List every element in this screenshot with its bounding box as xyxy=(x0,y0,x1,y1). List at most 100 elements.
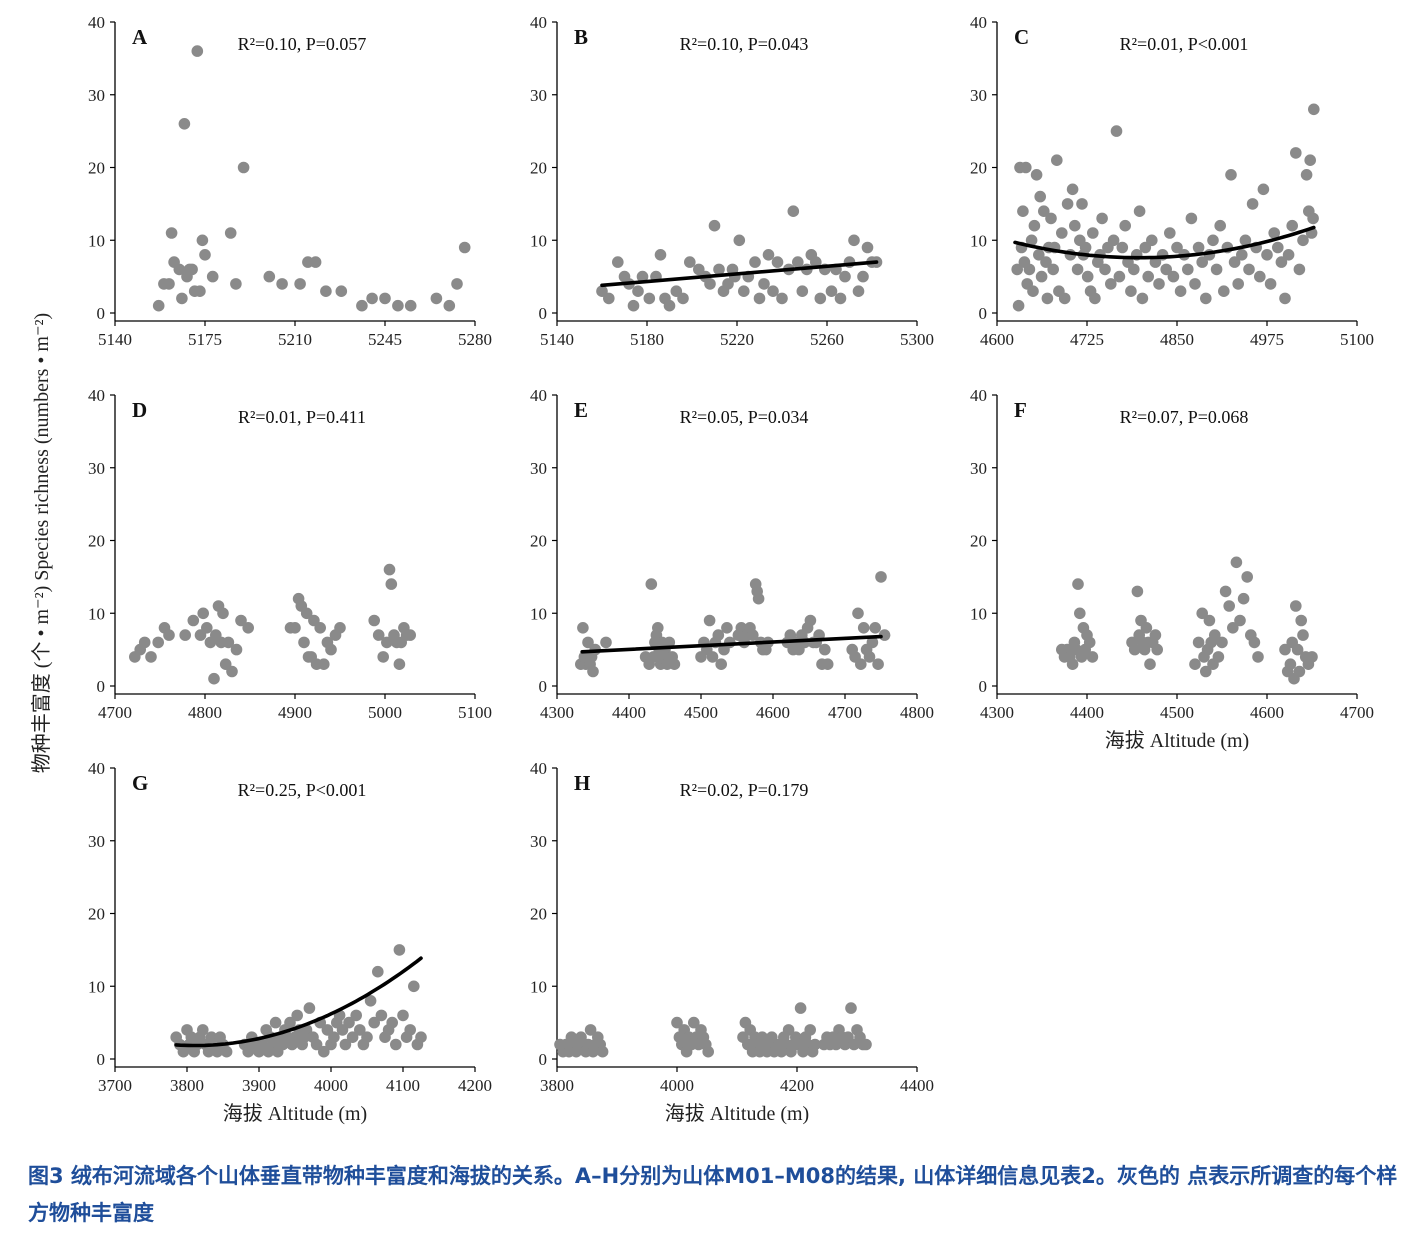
data-point-a xyxy=(458,241,471,254)
data-point-f xyxy=(1295,614,1307,627)
data-point-b xyxy=(857,270,869,283)
x-tick-label-a: 5210 xyxy=(278,330,312,349)
data-point-c xyxy=(1286,219,1298,232)
y-axis-title: 物种丰富度 (个 • m⁻²) Species richness (number… xyxy=(30,313,53,773)
data-point-d xyxy=(314,622,327,634)
data-point-g xyxy=(197,1024,209,1036)
y-tick-label-b: 40 xyxy=(530,13,547,32)
data-point-b xyxy=(684,256,696,268)
data-point-c xyxy=(1290,147,1302,159)
panel-letter-g: G xyxy=(132,771,148,795)
data-point-c xyxy=(1236,249,1248,261)
data-point-a xyxy=(379,292,391,305)
data-point-f xyxy=(1209,629,1221,641)
x-tick-label-a: 5280 xyxy=(458,330,492,349)
x-tick-label-e: 4800 xyxy=(900,703,934,722)
data-point-c xyxy=(1293,263,1306,276)
data-point-c xyxy=(1257,183,1270,196)
panel-d: 0 10 20 30 40 4700 4800 4900 5000 5100 D R²=0.01, P… xyxy=(88,386,492,722)
data-point-h xyxy=(596,1045,609,1058)
data-point-f xyxy=(1219,585,1232,598)
data-point-d xyxy=(289,622,301,634)
data-point-c xyxy=(1058,292,1071,305)
data-point-b xyxy=(627,299,640,312)
x-tick-label-d: 5000 xyxy=(368,703,402,722)
y-tick-label-g: 20 xyxy=(88,905,105,924)
x-tick-label-a: 5140 xyxy=(98,330,132,349)
data-point-e xyxy=(804,614,817,627)
data-point-f xyxy=(1241,571,1253,583)
data-point-b xyxy=(776,292,788,305)
data-point-g xyxy=(390,1038,402,1051)
data-point-a xyxy=(392,299,404,312)
data-point-c xyxy=(1218,285,1230,298)
data-point-f xyxy=(1149,629,1162,641)
data-point-c xyxy=(1110,125,1123,137)
x-tick-label-d: 4900 xyxy=(278,703,312,722)
data-point-f xyxy=(1144,658,1156,670)
data-point-c xyxy=(1207,234,1219,247)
figure-canvas: 物种丰富度 (个 • m⁻²) Species richness (number… xyxy=(30,13,1374,1125)
data-point-g xyxy=(354,1024,366,1036)
data-point-c xyxy=(1182,263,1194,276)
x-tick-label-d: 4800 xyxy=(188,703,222,722)
data-point-c xyxy=(1076,198,1088,210)
data-point-c xyxy=(1081,270,1094,283)
data-point-e xyxy=(715,658,727,670)
data-point-c xyxy=(1038,205,1050,217)
data-point-e xyxy=(875,571,887,583)
data-point-h xyxy=(702,1045,714,1058)
data-point-b xyxy=(708,219,721,232)
data-point-b xyxy=(663,299,676,312)
data-point-g xyxy=(339,1038,352,1051)
data-point-f xyxy=(1248,636,1261,649)
data-point-c xyxy=(1200,292,1212,305)
data-point-c xyxy=(1232,278,1244,290)
data-point-b xyxy=(839,270,851,283)
data-point-g xyxy=(242,1045,254,1058)
data-point-c xyxy=(1304,154,1316,166)
y-tick-label-a: 20 xyxy=(88,159,105,178)
data-point-c xyxy=(1307,212,1319,225)
x-axis-title-h: 海拔 Altitude (m) xyxy=(665,1102,809,1125)
data-point-f xyxy=(1131,585,1144,598)
data-point-b xyxy=(677,292,689,305)
x-tick-label-g: 3900 xyxy=(242,1076,276,1095)
data-point-e xyxy=(852,607,864,620)
data-point-g xyxy=(375,1009,388,1022)
data-point-g xyxy=(368,1016,381,1029)
x-tick-label-f: 4600 xyxy=(1250,703,1284,722)
data-point-c xyxy=(1035,270,1048,283)
x-tick-label-f: 4400 xyxy=(1070,703,1104,722)
data-point-d xyxy=(372,629,385,641)
data-point-b xyxy=(612,256,624,268)
y-tick-label-f: 40 xyxy=(970,386,987,405)
data-point-d xyxy=(318,658,330,670)
x-tick-label-b: 5220 xyxy=(720,330,754,349)
data-point-g xyxy=(404,1024,417,1036)
y-tick-label-b: 10 xyxy=(530,231,547,250)
data-point-a xyxy=(443,299,456,312)
data-point-c xyxy=(1034,190,1046,203)
data-point-c xyxy=(1264,278,1277,290)
x-tick-label-g: 4200 xyxy=(458,1076,492,1095)
x-tick-label-b: 5180 xyxy=(630,330,664,349)
data-point-b xyxy=(738,285,750,298)
x-tick-label-g: 4000 xyxy=(314,1076,348,1095)
y-tick-label-a: 10 xyxy=(88,231,105,250)
data-point-c xyxy=(1045,212,1057,225)
data-point-e xyxy=(577,622,589,634)
data-point-a xyxy=(165,227,178,239)
x-tick-label-h: 4200 xyxy=(780,1076,814,1095)
data-point-d xyxy=(235,614,247,627)
data-point-g xyxy=(350,1009,363,1022)
data-point-f xyxy=(1086,651,1099,663)
panel-letter-f: F xyxy=(1014,398,1027,422)
data-point-g xyxy=(415,1031,427,1043)
data-point-c xyxy=(1051,154,1063,166)
y-tick-label-f: 20 xyxy=(970,532,987,551)
data-point-b xyxy=(834,292,847,305)
data-point-c xyxy=(1087,227,1099,239)
data-point-d xyxy=(138,636,151,649)
data-point-h xyxy=(671,1016,683,1029)
